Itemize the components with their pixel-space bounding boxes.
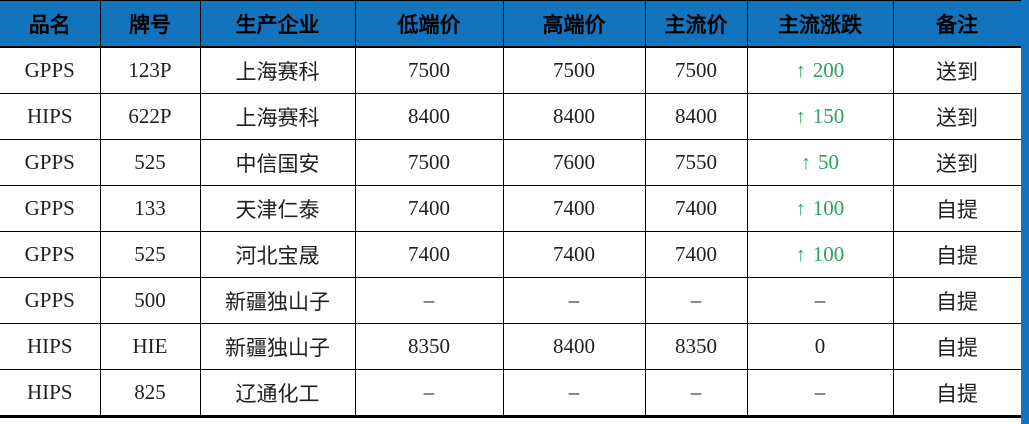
cell-producer: 河北宝晟 bbox=[199, 231, 356, 278]
cell-main: 7550 bbox=[644, 139, 748, 186]
right-blue-strip bbox=[1021, 0, 1029, 424]
cell-change: ↑ 50 bbox=[746, 139, 894, 186]
change-value: 150 bbox=[812, 104, 845, 128]
change-value: 100 bbox=[812, 242, 845, 266]
cell-producer: 上海赛科 bbox=[199, 46, 356, 94]
cell-producer: 中信国安 bbox=[199, 139, 356, 186]
cell-change: ↑ 150 bbox=[746, 93, 894, 140]
column-header-change: 主流涨跌 bbox=[746, 0, 894, 48]
cell-grade: 525 bbox=[99, 231, 201, 278]
table-row: GPPS 500 新疆独山子 – – – – 自提 bbox=[0, 277, 1022, 324]
column-header-high: 高端价 bbox=[502, 0, 646, 48]
cell-note: 自提 bbox=[892, 323, 1022, 370]
header-row: 品名 牌号 生产企业 低端价 高端价 主流价 主流涨跌 备注 bbox=[0, 0, 1022, 48]
up-arrow-icon: ↑ bbox=[801, 152, 811, 174]
cell-product: GPPS bbox=[0, 277, 101, 324]
cell-low: – bbox=[354, 369, 504, 417]
cell-product: GPPS bbox=[0, 231, 101, 278]
cell-main: 7400 bbox=[644, 185, 748, 232]
cell-grade: 825 bbox=[99, 369, 201, 417]
up-arrow-icon: ↑ bbox=[795, 198, 806, 220]
cell-main: 7400 bbox=[644, 231, 748, 278]
cell-main: 8350 bbox=[644, 323, 748, 370]
cell-low: 7500 bbox=[354, 139, 504, 186]
cell-high: – bbox=[502, 277, 646, 324]
cell-change: – bbox=[746, 277, 894, 324]
cell-main: 7500 bbox=[644, 46, 748, 94]
cell-note: 自提 bbox=[892, 185, 1022, 232]
cell-low: 8400 bbox=[354, 93, 504, 140]
cell-product: HIPS bbox=[0, 369, 101, 417]
cell-grade: 500 bbox=[99, 277, 201, 324]
ps-price-table: 品名 牌号 生产企业 低端价 高端价 主流价 主流涨跌 备注 GPPS 123P 上海赛科 7500… bbox=[0, 0, 1022, 418]
cell-change: – bbox=[746, 369, 894, 417]
cell-grade: HIE bbox=[99, 323, 201, 370]
change-value: 0 bbox=[814, 334, 826, 358]
cell-product: HIPS bbox=[0, 323, 101, 370]
cell-main: – bbox=[644, 277, 748, 324]
cell-low: 7500 bbox=[354, 46, 504, 94]
cell-low: – bbox=[354, 277, 504, 324]
cell-grade: 123P bbox=[99, 46, 201, 94]
cell-grade: 133 bbox=[99, 185, 201, 232]
up-arrow-icon: ↑ bbox=[795, 244, 806, 266]
cell-grade: 525 bbox=[99, 139, 201, 186]
table-row: GPPS 525 中信国安 7500 7600 7550 ↑ 50 送到 bbox=[0, 139, 1022, 186]
column-header-product: 品名 bbox=[0, 0, 101, 48]
cell-note: 送到 bbox=[892, 139, 1022, 186]
cell-low: 7400 bbox=[354, 231, 504, 278]
cell-high: – bbox=[502, 369, 646, 417]
column-header-producer: 生产企业 bbox=[199, 0, 356, 48]
table-row: HIPS HIE 新疆独山子 8350 8400 8350 0 自提 bbox=[0, 323, 1022, 370]
column-header-note: 备注 bbox=[892, 0, 1022, 48]
cell-producer: 辽通化工 bbox=[199, 369, 356, 417]
cell-high: 7500 bbox=[502, 46, 646, 94]
cell-high: 8400 bbox=[502, 93, 646, 140]
cell-main: – bbox=[644, 369, 748, 417]
change-value: 100 bbox=[812, 196, 845, 220]
table-row: HIPS 825 辽通化工 – – – – 自提 bbox=[0, 369, 1022, 417]
cell-product: GPPS bbox=[0, 185, 101, 232]
cell-producer: 新疆独山子 bbox=[199, 277, 356, 324]
cell-change: ↑ 200 bbox=[746, 46, 894, 94]
table-row: GPPS 525 河北宝晟 7400 7400 7400 ↑ 100 自提 bbox=[0, 231, 1022, 278]
cell-producer: 新疆独山子 bbox=[199, 323, 356, 370]
change-value: 200 bbox=[812, 58, 845, 82]
cell-change: 0 bbox=[746, 323, 894, 370]
change-value: – bbox=[814, 288, 826, 312]
table-row: HIPS 622P 上海赛科 8400 8400 8400 ↑ 150 送到 bbox=[0, 93, 1022, 140]
column-header-main: 主流价 bbox=[644, 0, 748, 48]
cell-high: 8400 bbox=[502, 323, 646, 370]
table-row: GPPS 133 天津仁泰 7400 7400 7400 ↑ 100 自提 bbox=[0, 185, 1022, 232]
change-value: 50 bbox=[818, 150, 839, 174]
column-header-grade: 牌号 bbox=[99, 0, 201, 48]
cell-note: 送到 bbox=[892, 46, 1022, 94]
cell-product: GPPS bbox=[0, 46, 101, 94]
cell-note: 自提 bbox=[892, 369, 1022, 417]
change-value: – bbox=[814, 380, 826, 404]
cell-product: GPPS bbox=[0, 139, 101, 186]
cell-high: 7400 bbox=[502, 185, 646, 232]
column-header-low: 低端价 bbox=[354, 0, 504, 48]
cell-producer: 上海赛科 bbox=[199, 93, 356, 140]
table-row: GPPS 123P 上海赛科 7500 7500 7500 ↑ 200 送到 bbox=[0, 46, 1022, 94]
cell-change: ↑ 100 bbox=[746, 185, 894, 232]
cell-main: 8400 bbox=[644, 93, 748, 140]
cell-high: 7400 bbox=[502, 231, 646, 278]
cell-note: 自提 bbox=[892, 231, 1022, 278]
up-arrow-icon: ↑ bbox=[795, 60, 806, 82]
cell-high: 7600 bbox=[502, 139, 646, 186]
cell-low: 7400 bbox=[354, 185, 504, 232]
cell-note: 送到 bbox=[892, 93, 1022, 140]
cell-grade: 622P bbox=[99, 93, 201, 140]
cell-change: ↑ 100 bbox=[746, 231, 894, 278]
cell-low: 8350 bbox=[354, 323, 504, 370]
up-arrow-icon: ↑ bbox=[795, 106, 806, 128]
cell-producer: 天津仁泰 bbox=[199, 185, 356, 232]
cell-note: 自提 bbox=[892, 277, 1022, 324]
cell-product: HIPS bbox=[0, 93, 101, 140]
